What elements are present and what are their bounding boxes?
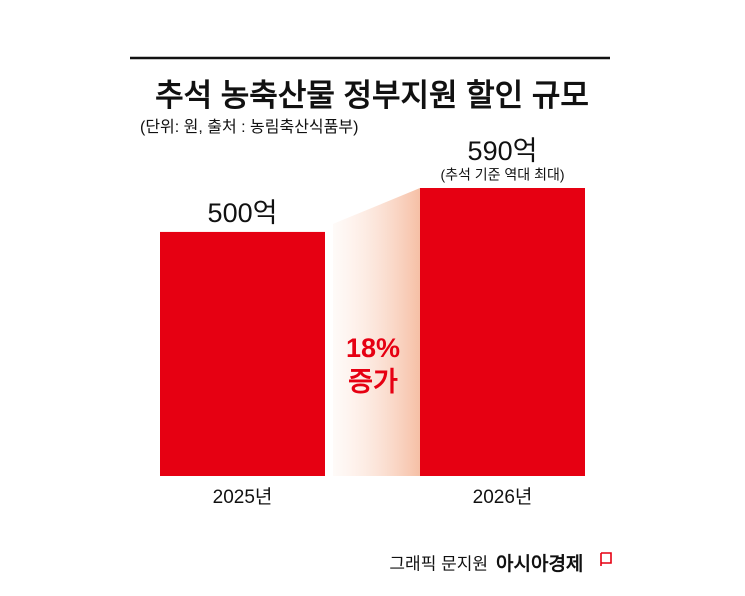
chart-title: 추석 농축산물 정부지원 할인 규모 — [155, 78, 589, 113]
x-tick-label: 2025년 — [213, 486, 273, 508]
plot: 500억 2025년 590억 2026년 (추석 기준 역대 최대) 18% 증가 — [160, 136, 585, 508]
brand-icon — [600, 552, 612, 566]
credit-brand: 아시아경제 — [496, 553, 583, 575]
value-label: 500억 — [208, 198, 278, 228]
credit-graphic: 그래픽 문지원 — [389, 554, 488, 573]
annotation: (추석 기준 역대 최대) — [440, 167, 564, 183]
annotation: 증가 — [348, 367, 398, 397]
annotation: 18% — [346, 333, 400, 363]
value-label: 590억 — [468, 136, 538, 166]
bar — [160, 231, 325, 476]
chart-subtitle: (단위: 원, 출처 : 농림축산식품부) — [140, 118, 358, 136]
x-tick-label: 2026년 — [473, 486, 533, 508]
bar — [420, 188, 585, 476]
growth-band — [333, 188, 420, 476]
